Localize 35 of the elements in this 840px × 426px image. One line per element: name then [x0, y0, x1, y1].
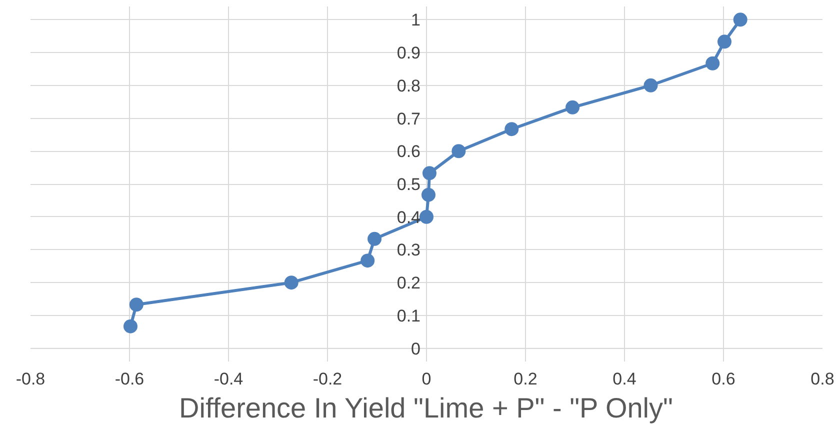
y-tick-label: 0.2 [396, 274, 421, 293]
x-tick-label: 0.8 [810, 370, 834, 388]
y-tick-label: 0.6 [396, 142, 421, 162]
point [360, 254, 375, 268]
x-tick-label: -0.4 [214, 370, 244, 388]
x-axis-title: Difference In Yield "Lime + P" - "P Only" [179, 392, 673, 424]
y-tick-label: 0.1 [396, 306, 421, 326]
point [452, 144, 466, 158]
point [644, 78, 658, 92]
y-tick-label: 0.9 [396, 44, 421, 63]
x-tick-label: -0.8 [16, 370, 46, 388]
y-tick-label: 1 [411, 10, 421, 30]
x-tick-label: -0.6 [114, 370, 144, 388]
y-tick-label: 0.3 [396, 240, 421, 260]
y-tick-label: 0.5 [396, 175, 421, 194]
x-tick-label: -0.2 [312, 370, 342, 388]
point [123, 319, 138, 334]
x-tick-label: 0.2 [514, 370, 538, 388]
x-tick-label: 0.6 [712, 370, 736, 388]
y-tick-label: 0.8 [396, 76, 421, 96]
point [717, 34, 732, 49]
point [566, 100, 580, 114]
y-tick-label: 0.4 [396, 208, 421, 227]
point [733, 12, 748, 27]
point [706, 56, 720, 70]
point [504, 122, 519, 136]
point [421, 188, 436, 202]
point [422, 166, 436, 180]
y-tick-label: 0.7 [396, 109, 421, 128]
point [129, 298, 144, 312]
point [420, 210, 434, 224]
x-tick-label: 0.4 [612, 370, 636, 388]
point [368, 232, 382, 246]
y-tick-label: 0 [411, 339, 421, 358]
point [284, 276, 298, 290]
